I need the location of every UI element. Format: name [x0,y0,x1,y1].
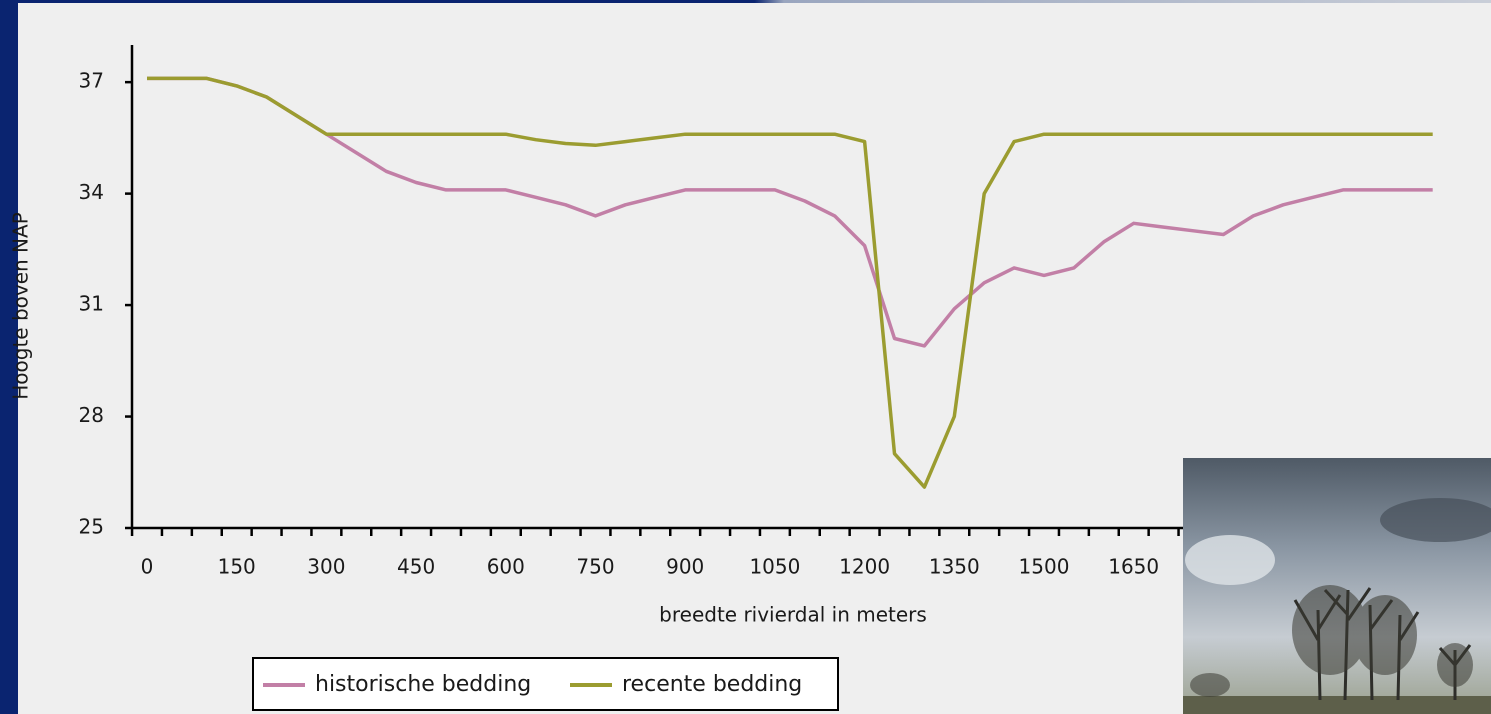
x-tick-label: 600 [487,555,525,579]
y-tick-label: 34 [79,180,104,204]
x-tick-label: 1500 [1019,555,1070,579]
x-tick-label: 150 [218,555,256,579]
top-strip [18,0,1491,3]
legend-label: historische bedding [315,672,531,697]
y-tick-label: 25 [79,515,104,539]
x-tick-label: 450 [397,555,435,579]
y-axis-title: Hoogte boven NAP [9,212,33,400]
x-tick-label: 1050 [749,555,800,579]
x-tick-label: 750 [576,555,614,579]
x-tick-label: 1650 [1108,555,1159,579]
series-line [147,76,1433,348]
x-tick-label: 0 [141,555,154,579]
x-tick-label: 900 [666,555,704,579]
y-tick-label: 28 [79,403,104,427]
x-axis-title: breedte rivierdal in meters [659,603,927,627]
legend-label: recente bedding [622,672,802,697]
y-tick-label: 31 [79,292,104,316]
x-tick-label: 300 [307,555,345,579]
series-line [147,76,1433,489]
legend [252,657,839,711]
y-tick-label: 37 [79,69,104,93]
x-tick-label: 1350 [929,555,980,579]
x-tick-label: 1200 [839,555,890,579]
